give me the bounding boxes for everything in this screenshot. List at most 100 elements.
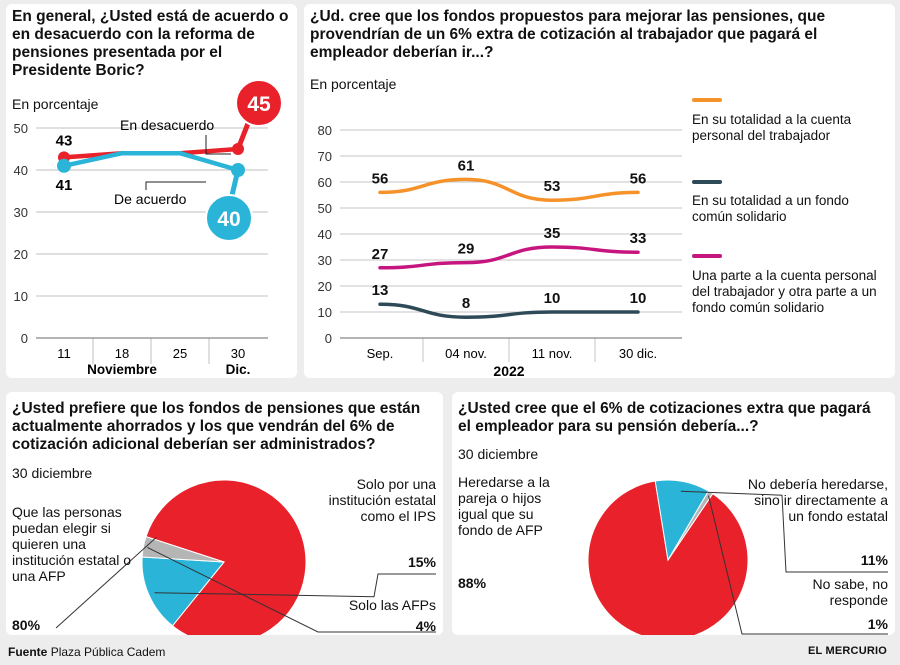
pie-chart-administration — [55, 479, 436, 635]
y-tick-label: 30 — [14, 205, 28, 220]
series-name-label: En desacuerdo — [120, 117, 214, 133]
brand-logo-text: EL MERCURIO — [808, 645, 888, 657]
slice-value-inherit: 88% — [458, 575, 487, 591]
slice-label-choice: Que las personas puedan elegir si quiere… — [12, 504, 132, 584]
panel-agreement-reform: En general, ¿Usted está de acuerdo o en … — [6, 4, 297, 378]
x-tick-label: 30 — [231, 346, 245, 361]
panel-funds-destination: ¿Ud. cree que los fondos propuestos para… — [304, 4, 895, 378]
series-name-label: De acuerdo — [114, 191, 187, 207]
callout-value: 40 — [217, 208, 240, 231]
slice-value-state-fund: 11% — [860, 552, 888, 568]
y-tick-label: 10 — [14, 289, 28, 304]
y-tick-label: 0 — [21, 331, 28, 346]
x-tick-label: 11 nov. — [532, 346, 573, 361]
y-tick-label: 10 — [318, 305, 332, 320]
source-label: Fuente — [8, 645, 48, 659]
data-label: 41 — [56, 177, 73, 194]
y-tick-label: 50 — [318, 201, 332, 216]
x-tick-label: 11 — [57, 346, 71, 361]
leader-line — [680, 490, 888, 573]
pie-slice — [587, 480, 749, 635]
slice-value-no-answer: 1% — [867, 616, 888, 632]
callout-bubble-desacuerdo — [235, 79, 283, 127]
y-tick-label: 20 — [318, 279, 332, 294]
slice-value-choice: 80% — [12, 617, 41, 633]
slice-label-afp: Solo las AFPs — [348, 597, 436, 613]
source-note: Fuente Plaza Pública Cadem — [8, 645, 165, 659]
callout-value: 45 — [247, 93, 271, 116]
pie-slice — [141, 536, 225, 563]
data-label: 61 — [458, 157, 475, 174]
series-line — [378, 177, 640, 202]
series-point-acuerdo — [57, 158, 71, 173]
x-tick-label: 04 nov. — [445, 346, 487, 361]
data-label: 56 — [372, 170, 389, 187]
chart-title: ¿Ud. cree que los fondos propuestos para… — [310, 8, 826, 61]
x-axis-label: 2022 — [493, 363, 524, 378]
y-tick-label: 60 — [318, 175, 332, 190]
leader-line — [147, 547, 436, 633]
x-tick-label: 18 — [115, 346, 129, 361]
chart-subtitle: 30 diciembre — [458, 446, 539, 462]
data-label: 8 — [462, 295, 470, 312]
data-label: 27 — [372, 246, 389, 263]
panel-funds-administration: ¿Usted prefiere que los fondos de pensio… — [6, 392, 443, 635]
legend-label: En su totalidad a un fondo común solidar… — [692, 193, 849, 224]
data-label: 10 — [544, 290, 561, 307]
slice-label-no-answer: No sabe, no responde — [812, 576, 889, 608]
legend-label: En su totalidad a la cuenta personal del… — [692, 112, 852, 143]
slice-label-state-fund: No debería heredarse, sino ir directamen… — [747, 476, 888, 524]
data-label: 33 — [630, 230, 647, 247]
y-tick-label: 50 — [14, 121, 28, 136]
data-label: 56 — [630, 170, 647, 187]
slice-label-inherit: Heredarse a la pareja o hijos igual que … — [458, 474, 550, 538]
series-line-acuerdo — [63, 150, 239, 173]
slice-label-state: Solo por una institución estatal como el… — [328, 476, 436, 524]
line-chart-funds: 0 10 20 30 40 50 60 70 80 Sep. 04 nov. 11 nov. 30 di… — [318, 123, 682, 378]
leader-line — [145, 181, 206, 190]
line-chart-agreement: 0 10 20 30 40 50 11 18 25 30 Noviembre Dic. 43 41 45 40… — [14, 79, 283, 377]
chart-subtitle: 30 diciembre — [12, 465, 93, 481]
data-label: 10 — [630, 290, 647, 307]
y-tick-label: 20 — [14, 247, 28, 262]
y-tick-label: 0 — [325, 331, 332, 346]
leader-line — [55, 537, 157, 629]
legend-label: Una parte a la cuenta personal del traba… — [692, 268, 877, 315]
data-label: 43 — [56, 132, 73, 149]
panel-inheritance: ¿Usted cree que el 6% de cotizaciones ex… — [452, 392, 895, 635]
slice-value-state: 15% — [407, 554, 436, 570]
legend-swatch-navy — [692, 180, 722, 184]
pie-chart-inheritance — [587, 479, 888, 635]
callout-bubble-acuerdo — [205, 194, 253, 242]
series-line — [378, 245, 640, 270]
chart-subtitle: En porcentaje — [310, 76, 397, 92]
x-group-label: Noviembre — [87, 362, 157, 377]
chart-title: ¿Usted prefiere que los fondos de pensio… — [12, 400, 421, 453]
y-tick-label: 40 — [14, 163, 28, 178]
leader-line — [154, 573, 436, 598]
chart-subtitle: En porcentaje — [12, 96, 99, 112]
source-text: Plaza Pública Cadem — [50, 645, 166, 659]
leader-line — [708, 495, 888, 635]
legend-swatch-orange — [692, 98, 722, 102]
chart-title: En general, ¿Usted está de acuerdo o en … — [12, 8, 289, 79]
y-tick-label: 30 — [318, 253, 332, 268]
slice-value-afp: 4% — [415, 618, 436, 634]
leader-line — [205, 135, 231, 155]
x-tick-label: 25 — [173, 346, 187, 361]
series-line — [378, 302, 640, 319]
pie-slice — [141, 556, 225, 627]
data-label: 35 — [544, 225, 561, 242]
y-tick-label: 40 — [318, 227, 332, 242]
chart-title: ¿Usted cree que el 6% de cotizaciones ex… — [458, 400, 871, 435]
pie-slice — [145, 479, 307, 635]
data-label: 53 — [544, 178, 561, 195]
y-tick-label: 70 — [318, 149, 332, 164]
y-tick-label: 80 — [318, 123, 332, 138]
data-label: 29 — [458, 241, 475, 258]
x-group-label: Dic. — [226, 362, 251, 377]
x-tick-label: Sep. — [367, 346, 394, 361]
data-label: 13 — [372, 282, 389, 299]
x-tick-label: 30 dic. — [619, 346, 657, 361]
legend-swatch-magenta — [692, 254, 722, 258]
